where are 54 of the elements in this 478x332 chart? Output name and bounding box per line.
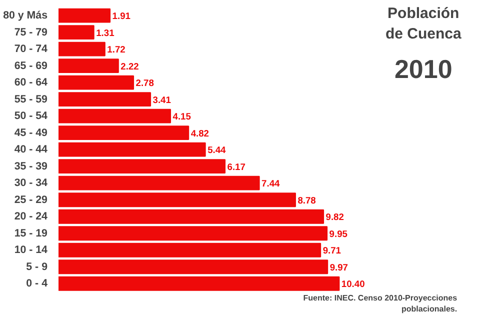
- y-tick-label: 25 - 29: [14, 194, 48, 206]
- y-tick-label: 45 - 49: [14, 126, 48, 139]
- data-label: 1.91: [112, 11, 130, 22]
- data-label: 2.78: [136, 78, 154, 88]
- text: 2010: [394, 54, 452, 84]
- bar: [58, 276, 340, 291]
- data-label: 7.44: [262, 178, 281, 189]
- bar: [58, 108, 172, 124]
- y-tick-label: 35 - 39: [14, 160, 48, 172]
- bar: [58, 8, 111, 23]
- y-tick-label: 10 - 14: [14, 244, 48, 256]
- y-tick-label: 80 y Más: [3, 10, 48, 22]
- y-tick-label: 55 - 59: [14, 93, 48, 106]
- data-label: 10.40: [341, 279, 365, 290]
- y-tick-label: 40 - 44: [14, 144, 48, 156]
- data-label: 1.31: [96, 28, 114, 38]
- data-label: 9.95: [329, 228, 348, 239]
- y-tick-label: 30 - 34: [14, 177, 48, 190]
- bar: [58, 242, 322, 258]
- data-label: 6.17: [227, 162, 246, 172]
- bar: [58, 75, 134, 90]
- bar: [58, 58, 119, 74]
- y-tick-label: 60 - 64: [14, 76, 48, 89]
- data-label: 5.44: [208, 145, 227, 156]
- y-tick-label: 5 - 9: [26, 260, 48, 273]
- y-tick-label: 15 - 19: [14, 227, 48, 240]
- data-label: 1.72: [107, 44, 126, 55]
- data-label: 4.15: [172, 112, 191, 122]
- bar: [58, 42, 106, 56]
- y-tick-label: 75 - 79: [14, 26, 48, 38]
- text: Población de Cuenca: [385, 5, 462, 43]
- data-label: 9.82: [326, 212, 344, 222]
- bar: [58, 92, 152, 107]
- y-tick-label: 20 - 24: [14, 210, 48, 223]
- data-label: 9.97: [330, 262, 348, 272]
- bar: [58, 192, 296, 208]
- data-label: 4.82: [190, 128, 209, 138]
- source-note: Fuente: INEC. Censo 2010-Proyecciones poblacionales.: [303, 294, 458, 314]
- bar: [58, 176, 260, 190]
- bar: [58, 209, 324, 224]
- data-label: 8.78: [298, 195, 316, 206]
- data-label: 3.41: [152, 94, 171, 105]
- data-label: 2.22: [120, 61, 139, 72]
- data-label: 9.71: [322, 246, 341, 256]
- y-tick-label: 65 - 69: [14, 60, 48, 72]
- bar: [58, 142, 206, 157]
- bar: [58, 226, 328, 241]
- y-tick-label: 0 - 4: [26, 278, 48, 290]
- bar: [58, 25, 94, 40]
- bar: [58, 126, 190, 140]
- y-tick-label: 70 - 74: [14, 43, 48, 56]
- y-tick-label: 50 - 54: [14, 110, 48, 122]
- bar: [58, 260, 328, 274]
- bar: [58, 159, 226, 174]
